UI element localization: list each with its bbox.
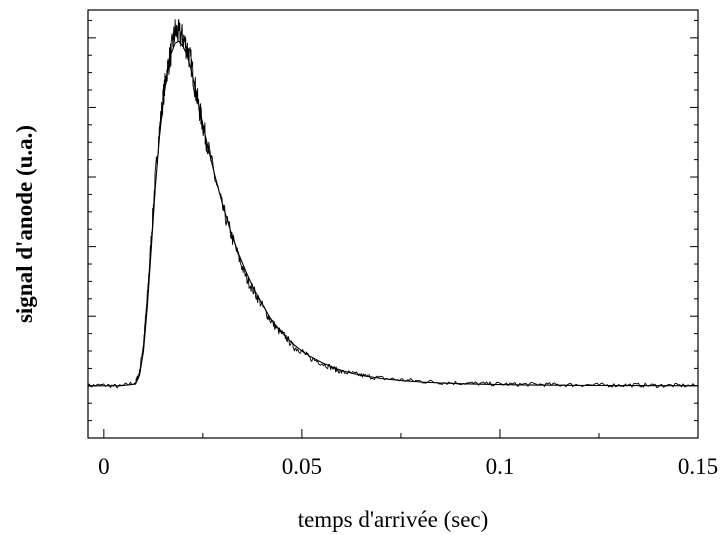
- x-ticks: 0 0.05 0.1 0.15: [98, 429, 718, 479]
- x-axis-title: temps d'arrivée (sec): [298, 507, 489, 532]
- y-ticks: [88, 19, 698, 422]
- x-tick-label: 0.15: [678, 454, 718, 479]
- x-tick-label: 0.1: [486, 454, 515, 479]
- measured-signal-line: [87, 19, 699, 389]
- fit-curve-line: [88, 40, 698, 387]
- plot-frame: [87, 9, 699, 439]
- y-axis-title: signal d'anode (u.a.): [12, 125, 37, 323]
- x-tick-label: 0.05: [282, 454, 322, 479]
- series-group: [87, 19, 699, 389]
- x-tick-label: 0: [98, 454, 110, 479]
